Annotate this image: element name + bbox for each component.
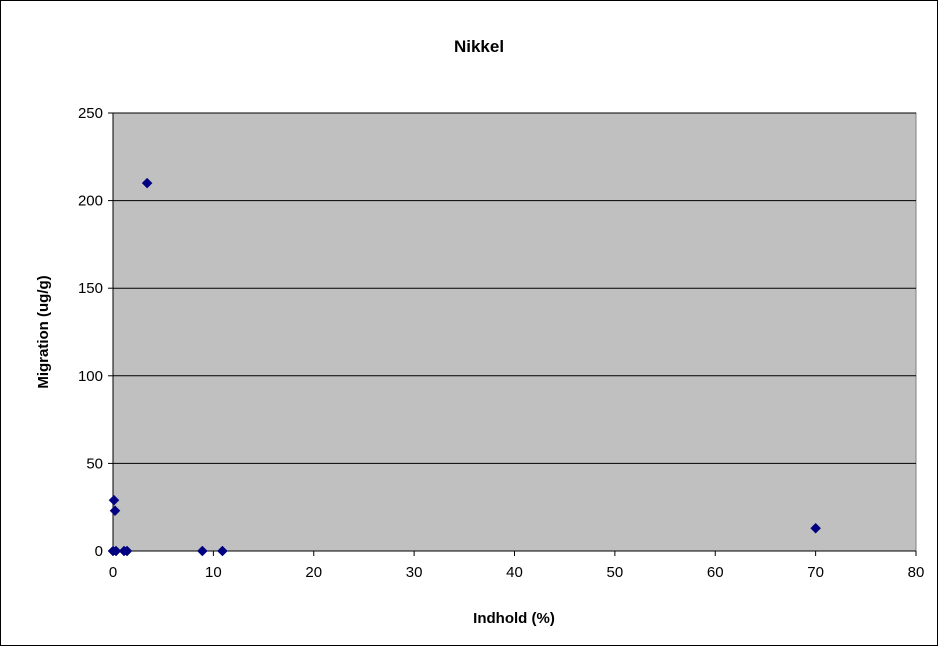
data-point-diamond bbox=[110, 545, 122, 557]
data-point-diamond bbox=[217, 545, 228, 557]
data-points bbox=[107, 177, 821, 557]
y-tick-label: 150 bbox=[78, 280, 103, 297]
x-tick-label: 20 bbox=[305, 564, 322, 581]
x-axis-title: Indhold (%) bbox=[473, 610, 555, 627]
data-point-diamond bbox=[810, 522, 821, 534]
gridlines bbox=[113, 112, 916, 464]
data-point-diamond bbox=[196, 545, 208, 557]
data-point-diamond bbox=[141, 177, 153, 189]
x-tick-label: 80 bbox=[908, 564, 925, 581]
data-point-diamond bbox=[108, 494, 120, 506]
data-point-diamond bbox=[121, 545, 133, 557]
y-ticks: 0 50 100 150 200 250 bbox=[78, 105, 113, 560]
x-tick-label: 60 bbox=[707, 564, 724, 581]
x-tick-label: 70 bbox=[807, 564, 824, 581]
plot-area bbox=[112, 112, 917, 552]
x-tick-label: 30 bbox=[406, 564, 423, 581]
data-point-diamond bbox=[109, 505, 121, 517]
x-tick-label: 0 bbox=[109, 564, 117, 581]
y-tick-label: 0 bbox=[95, 543, 103, 560]
y-tick-label: 50 bbox=[86, 455, 103, 472]
x-tick-label: 40 bbox=[506, 564, 523, 581]
y-tick-label: 100 bbox=[78, 368, 103, 385]
chart-title: Nikkel bbox=[454, 37, 504, 56]
x-tick-label: 50 bbox=[607, 564, 624, 581]
y-axis-title: Migration (ug/g) bbox=[35, 275, 52, 388]
y-tick-label: 250 bbox=[78, 105, 103, 122]
x-ticks: 0 10 20 30 40 50 60 70 80 bbox=[109, 551, 925, 581]
y-tick-label: 200 bbox=[78, 193, 103, 210]
x-tick-label: 10 bbox=[205, 564, 222, 581]
